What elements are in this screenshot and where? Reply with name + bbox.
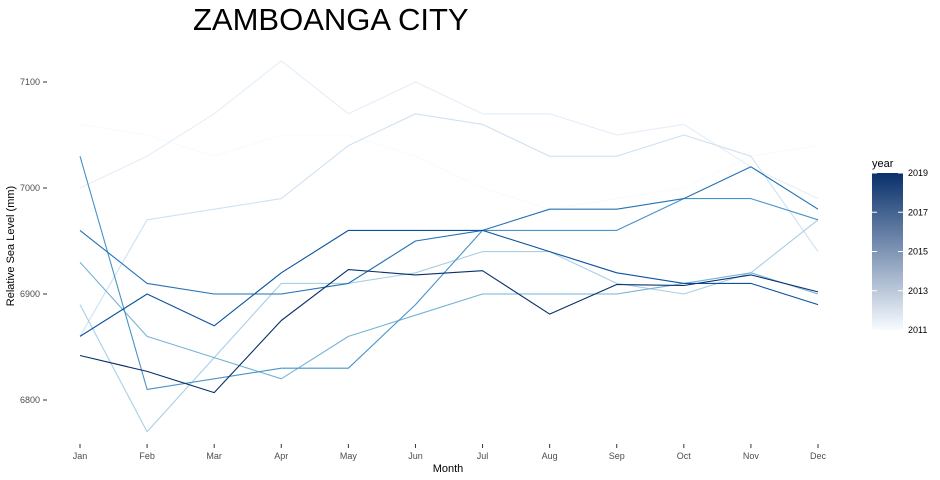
legend-tick-label: 2013 [908, 286, 928, 296]
x-tick-label: Apr [274, 451, 288, 461]
series-line-2015 [79, 261, 819, 380]
x-tick-label: Aug [542, 451, 558, 461]
y-tick-label: 7000 [20, 183, 40, 193]
series-line-2011 [79, 123, 819, 210]
x-tick-label: Oct [677, 451, 692, 461]
series-line-2014 [79, 219, 819, 433]
series-line-2013 [79, 113, 819, 337]
chart-title: ZAMBOANGA CITY [193, 2, 469, 37]
series-line-2017 [79, 166, 819, 295]
x-axis: Jan Feb Mar Apr May Jun Jul Aug Sep Oct Nov Dec [73, 444, 827, 461]
legend: year 2019 2017 2015 2013 2011 [872, 158, 928, 335]
y-axis-title: Relative Sea Level (mm) [5, 186, 17, 306]
legend-colorbar [872, 173, 903, 330]
x-tick-label: Dec [810, 451, 827, 461]
legend-tick-label: 2015 [908, 247, 928, 257]
x-tick-label: Jul [477, 451, 489, 461]
series-line-2012 [79, 60, 819, 200]
legend-tick-label: 2019 [908, 168, 928, 178]
x-tick-label: Feb [139, 451, 155, 461]
x-tick-label: Mar [206, 451, 222, 461]
x-tick-label: Nov [743, 451, 760, 461]
legend-title: year [872, 158, 894, 170]
y-tick-label: 7100 [20, 77, 40, 87]
x-tick-label: Sep [609, 451, 625, 461]
y-axis: 6800 6900 7000 7100 [20, 77, 47, 405]
legend-tick-label: 2017 [908, 207, 928, 217]
x-axis-title: Month [433, 463, 464, 475]
series-line-2018 [79, 229, 819, 337]
x-tick-label: Jan [73, 451, 88, 461]
legend-ticks: 2019 2017 2015 2013 2011 [872, 168, 928, 335]
x-tick-label: Jun [408, 451, 423, 461]
y-tick-label: 6900 [20, 289, 40, 299]
x-tick-label: May [340, 451, 358, 461]
series-line-2019 [79, 269, 819, 394]
plot-lines [79, 60, 819, 433]
series-line-2016 [79, 156, 819, 390]
legend-tick-label: 2011 [908, 325, 927, 335]
y-tick-label: 6800 [20, 395, 40, 405]
